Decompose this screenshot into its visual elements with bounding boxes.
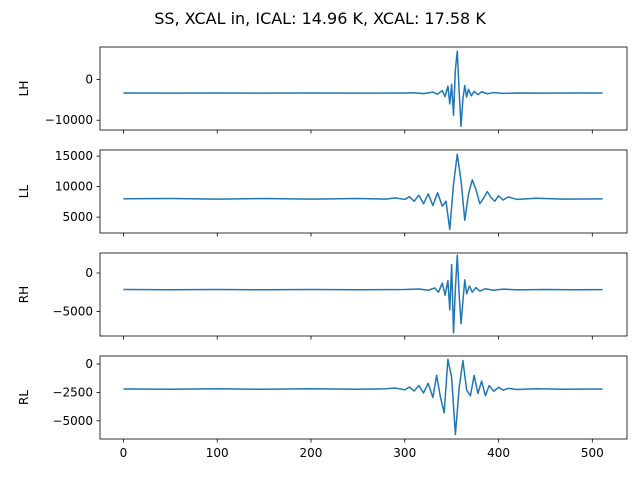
xtick-label: 400: [487, 446, 510, 460]
ylabel: RL: [17, 390, 31, 405]
figure-title: SS, XCAL in, ICAL: 14.96 K, XCAL: 17.58 …: [154, 9, 486, 28]
subplot-panels: −100000LH50001000015000LL−50000RH−5000−2…: [17, 46, 628, 460]
subplot-rl: −5000 −2500 0 0 100 200 300 400 500 RL: [17, 355, 628, 460]
series-line-ll: [123, 153, 603, 231]
ytick-label: 15000: [55, 149, 93, 163]
ytick-label: 0: [85, 357, 93, 371]
ytick-label: −2500: [52, 385, 93, 399]
axes-frame: [99, 46, 628, 131]
xtick-label: 200: [300, 446, 323, 460]
xtick-label: 0: [120, 446, 128, 460]
ytick-label: −5000: [52, 304, 93, 318]
axes-frame: [99, 149, 628, 234]
subplot-rh: −5000 0 RH: [17, 252, 628, 340]
series-line-lh: [123, 50, 603, 128]
ytick-label: 5000: [62, 210, 93, 224]
ylabel: RH: [17, 286, 31, 303]
ylabel: LH: [17, 81, 31, 97]
ytick-label: 10000: [55, 180, 93, 194]
subplot-lh: −10000 0 LH: [17, 46, 628, 134]
xtick-label: 500: [581, 446, 604, 460]
xtick-label: 100: [206, 446, 229, 460]
ytick-label: −5000: [52, 414, 93, 428]
ylabel: LL: [17, 185, 31, 199]
ytick-label: −10000: [45, 113, 93, 127]
xtick-label: 300: [393, 446, 416, 460]
axes-frame: [99, 252, 628, 337]
ytick-label: 0: [85, 266, 93, 280]
series-line-rl: [123, 358, 603, 436]
series-line-rh: [123, 254, 603, 334]
ytick-label: 0: [85, 73, 93, 87]
subplot-ll: 5000 10000 15000 LL: [17, 149, 628, 237]
axes-frame: [99, 355, 628, 440]
